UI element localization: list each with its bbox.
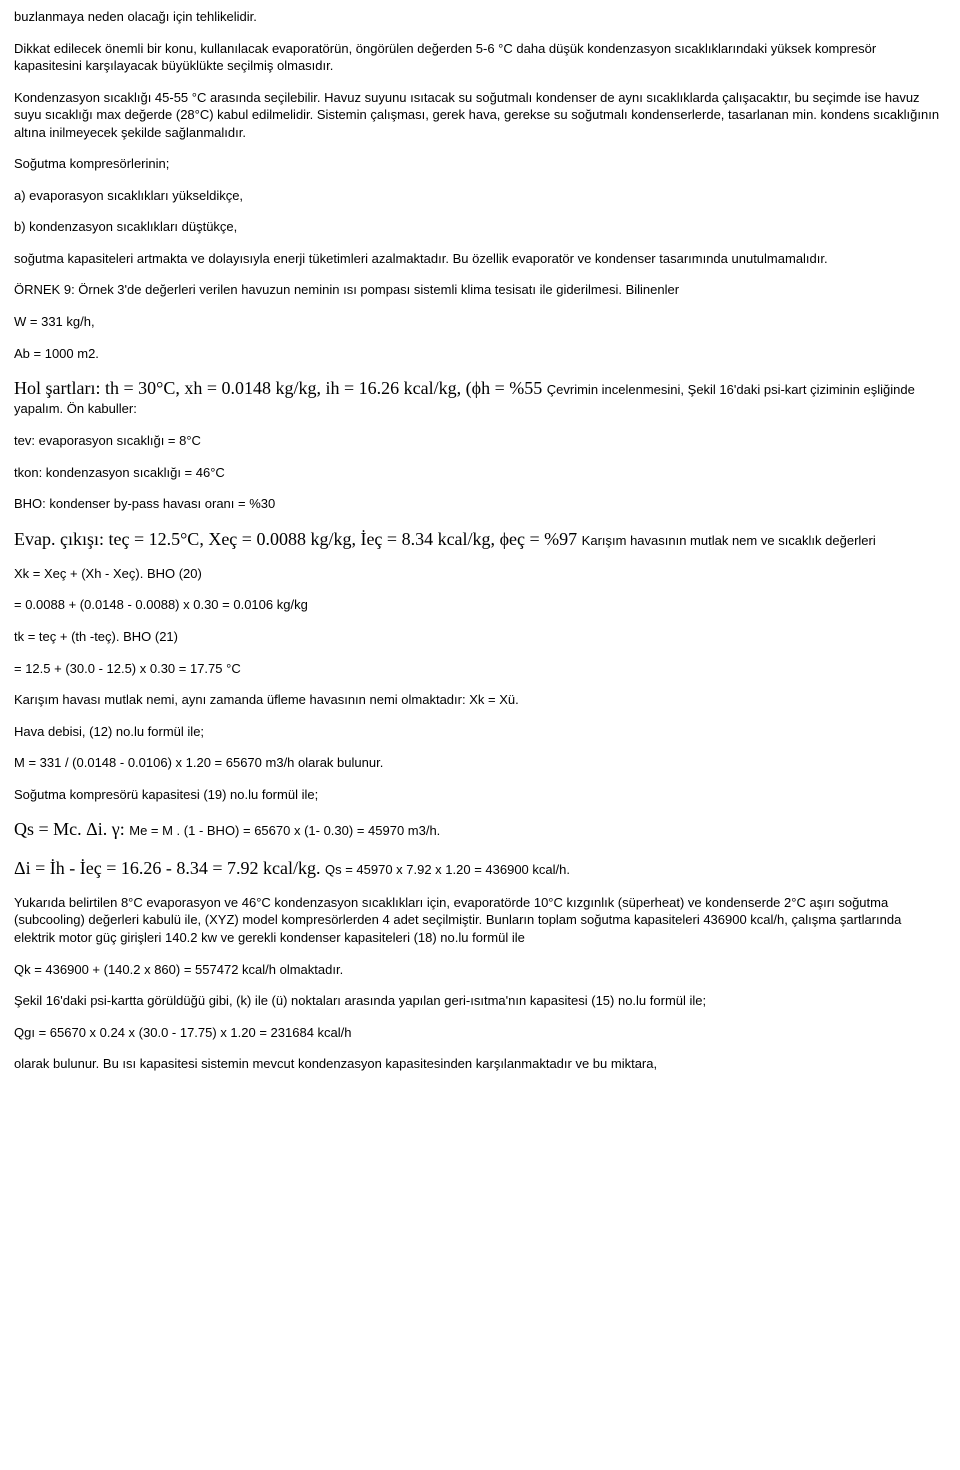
paragraph: Hava debisi, (12) no.lu formül ile; (14, 723, 946, 741)
paragraph: Karışım havası mutlak nemi, aynı zamanda… (14, 691, 946, 709)
paragraph: olarak bulunur. Bu ısı kapasitesi sistem… (14, 1055, 946, 1073)
example-heading: ÖRNEK 9: Örnek 3'de değerleri verilen ha… (14, 281, 946, 299)
di-tail: Qs = 45970 x 7.92 x 1.20 = 436900 kcal/h… (325, 862, 570, 877)
formula-xk: Xk = Xeç + (Xh - Xeç). BHO (20) (14, 565, 946, 583)
calc-qgi: Qgı = 65670 x 0.24 x (30.0 - 17.75) x 1.… (14, 1024, 946, 1042)
qs-tail: Me = M . (1 - BHO) = 65670 x (1- 0.30) =… (129, 823, 440, 838)
formula-tk: tk = teç + (th -teç). BHO (21) (14, 628, 946, 646)
paragraph: soğutma kapasiteleri artmakta ve dolayıs… (14, 250, 946, 268)
calc-xk: = 0.0088 + (0.0148 - 0.0088) x 0.30 = 0.… (14, 596, 946, 614)
calc-qk: Qk = 436900 + (140.2 x 860) = 557472 kca… (14, 961, 946, 979)
paragraph: Soğutma kompresörlerinin; (14, 155, 946, 173)
phi-symbol: ϕ (500, 529, 509, 549)
value-ab: Ab = 1000 m2. (14, 345, 946, 363)
evap-serif: Evap. çıkışı: teç = 12.5°C, Xeç = 0.0088… (14, 529, 500, 549)
di-serif: i = İh - İeç = 16.26 - 8.34 = 7.92 kcal/… (26, 858, 325, 878)
paragraph: Kondenzasyon sıcaklığı 45-55 °C arasında… (14, 89, 946, 142)
value-w: W = 331 kg/h, (14, 313, 946, 331)
value-bho: BHO: kondenser by-pass havası oranı = %3… (14, 495, 946, 513)
list-item-b: b) kondenzasyon sıcaklıkları düştükçe, (14, 218, 946, 236)
paragraph: Yukarıda belirtilen 8°C evaporasyon ve 4… (14, 894, 946, 947)
delta-symbol: Δ (14, 858, 26, 878)
paragraph: Soğutma kompresörü kapasitesi (19) no.lu… (14, 786, 946, 804)
paragraph: Dikkat edilecek önemli bir konu, kullanı… (14, 40, 946, 75)
paragraph: Şekil 16'daki psi-kartta görüldüğü gibi,… (14, 992, 946, 1010)
calc-m: M = 331 / (0.0148 - 0.0106) x 1.20 = 656… (14, 754, 946, 772)
hol-phi-val: h = %55 (481, 378, 547, 398)
value-tev: tev: evaporasyon sıcaklığı = 8°C (14, 432, 946, 450)
delta-i-formula: Δi = İh - İeç = 16.26 - 8.34 = 7.92 kcal… (14, 856, 946, 880)
paragraph: buzlanmaya neden olacağı için tehlikelid… (14, 8, 946, 26)
phi-symbol: ϕ (472, 378, 481, 398)
list-item-a: a) evaporasyon sıcaklıkları yükseldikçe, (14, 187, 946, 205)
gamma-symbol: γ (112, 819, 120, 839)
qs-formula: Qs = Mc. Δi. γ: Me = M . (1 - BHO) = 656… (14, 817, 946, 841)
qs-colon: : (120, 819, 130, 839)
delta-symbol: Δ (86, 819, 98, 839)
qs-i: i. (98, 819, 112, 839)
evap-output: Evap. çıkışı: teç = 12.5°C, Xeç = 0.0088… (14, 527, 946, 551)
calc-tk: = 12.5 + (30.0 - 12.5) x 0.30 = 17.75 °C (14, 660, 946, 678)
evap-phi-val: eç = %97 (509, 529, 582, 549)
hol-conditions: Hol şartları: th = 30°C, xh = 0.0148 kg/… (14, 376, 946, 418)
value-tkon: tkon: kondenzasyon sıcaklığı = 46°C (14, 464, 946, 482)
evap-tail: Karışım havasının mutlak nem ve sıcaklık… (582, 533, 876, 548)
qs-serif: Qs = Mc. (14, 819, 86, 839)
hol-serif: Hol şartları: th = 30°C, xh = 0.0148 kg/… (14, 378, 472, 398)
